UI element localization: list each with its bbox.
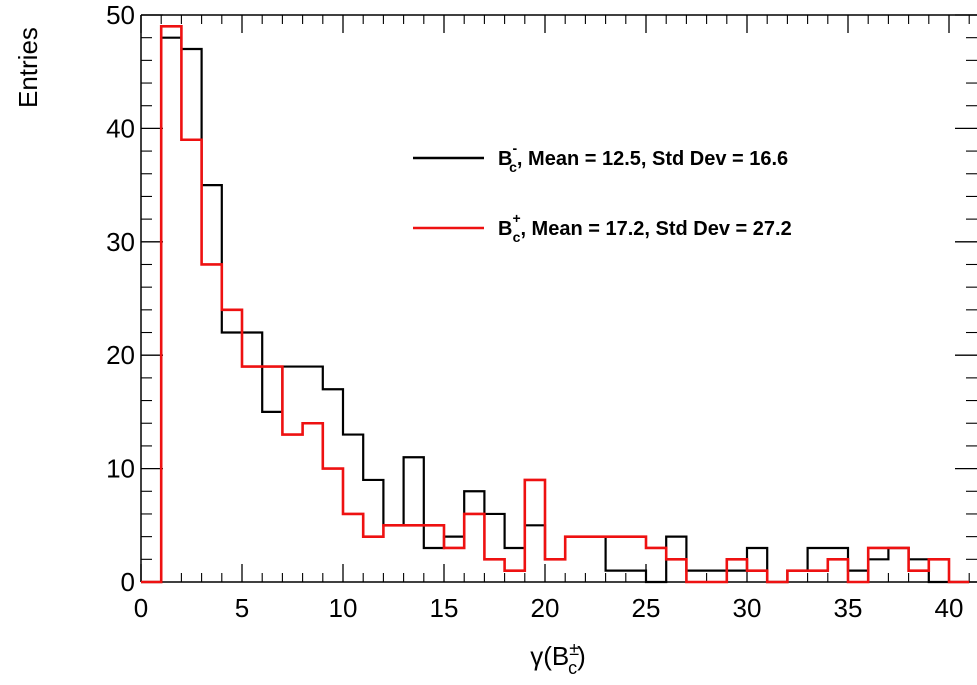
x-tick-label: 10 [329, 593, 358, 623]
tick-labels: 0 5 10 15 20 25 30 35 40 0 10 20 30 40 50 [106, 0, 963, 623]
series-bc-minus-histogram [141, 36, 970, 584]
y-tick-label: 10 [106, 454, 135, 484]
x-tick-label: 0 [134, 593, 148, 623]
y-axis-title: Entries [13, 27, 43, 108]
x-tick-label: 35 [834, 593, 863, 623]
tick-marks [140, 14, 977, 583]
x-tick-label: 15 [430, 593, 459, 623]
legend-label-bc-minus: B-c, Mean = 12.5, Std Dev = 16.6 [498, 140, 788, 175]
x-tick-label: 20 [531, 593, 560, 623]
y-tick-label: 30 [106, 227, 135, 257]
series-layer [141, 25, 970, 584]
y-tick-label: 20 [106, 340, 135, 370]
legend: B-c, Mean = 12.5, Std Dev = 16.6 B+ c, Me… [413, 140, 792, 245]
x-axis-title: γ(B± c) [530, 639, 586, 678]
y-tick-label: 50 [106, 0, 135, 30]
legend-label-bc-plus: B+ c, Mean = 17.2, Std Dev = 27.2 [498, 210, 792, 245]
series-bc-plus-histogram [141, 25, 970, 584]
x-tick-label: 5 [235, 593, 249, 623]
x-tick-label: 25 [632, 593, 661, 623]
x-tick-label: 40 [935, 593, 964, 623]
y-tick-label: 0 [121, 567, 135, 597]
y-tick-label: 40 [106, 113, 135, 143]
x-tick-label: 30 [733, 593, 762, 623]
